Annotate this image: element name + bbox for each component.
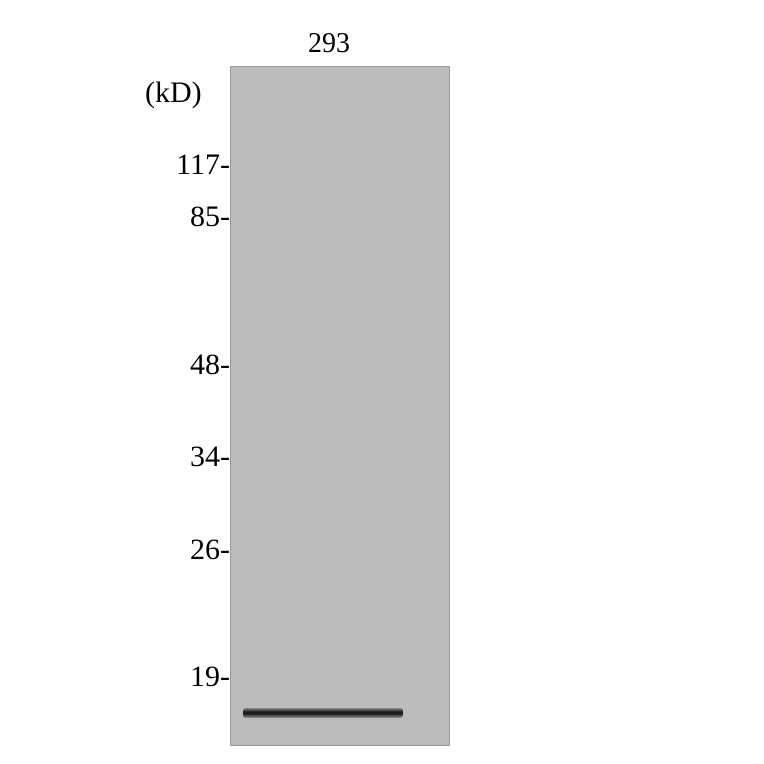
protein-band-0 <box>243 708 403 718</box>
unit-label-kd: (kD) <box>145 76 202 110</box>
marker-label-34: 34- <box>150 440 230 474</box>
lane-label-293: 293 <box>308 28 350 60</box>
marker-label-117: 117- <box>150 148 230 182</box>
marker-label-26: 26- <box>150 533 230 567</box>
marker-label-85: 85- <box>150 200 230 234</box>
marker-label-19: 19- <box>150 660 230 694</box>
marker-label-48: 48- <box>150 348 230 382</box>
blot-lane <box>230 66 450 746</box>
western-blot-figure: 293 (kD) 117- 85- 48- 34- 26- 19- <box>50 20 620 750</box>
